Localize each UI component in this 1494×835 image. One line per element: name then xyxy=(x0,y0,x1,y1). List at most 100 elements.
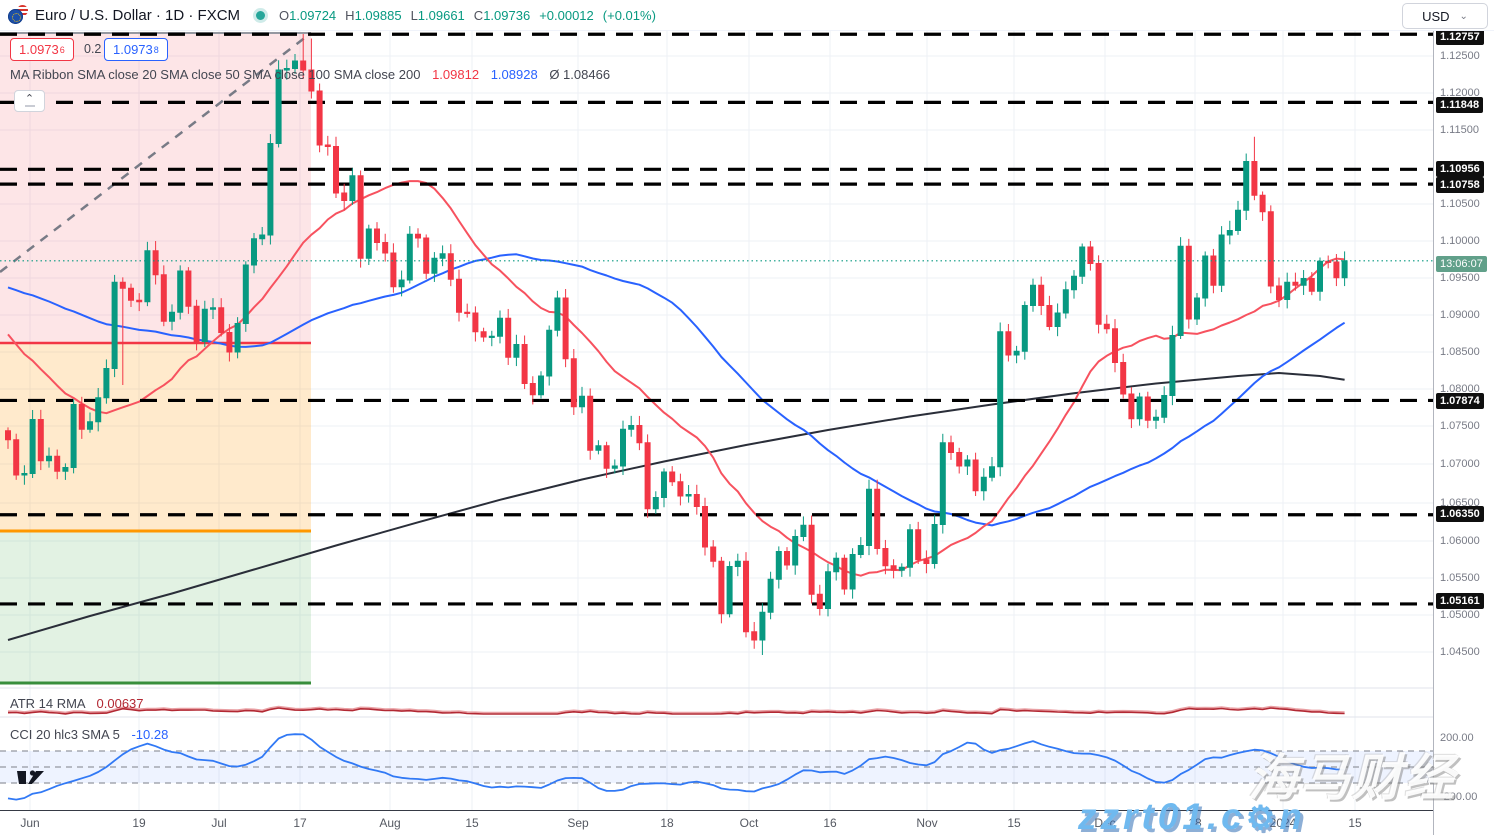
candle-body xyxy=(1013,350,1020,356)
candle-body xyxy=(472,312,479,333)
price-axis-label: 1.06000 xyxy=(1440,535,1480,547)
candle-body xyxy=(1161,395,1168,418)
symbol-title[interactable]: Euro / U.S. Dollar · 1D · FXCM xyxy=(35,6,241,24)
candle-body xyxy=(1120,362,1127,395)
candle-body xyxy=(866,488,872,546)
ma-ribbon-legend[interactable]: MA Ribbon SMA close 20 SMA close 50 SMA … xyxy=(10,67,610,82)
price-axis-label: 1.07500 xyxy=(1440,420,1480,432)
open-value: 1.09724 xyxy=(289,7,337,23)
candle-body xyxy=(382,242,389,254)
candle-body xyxy=(595,445,602,451)
candle-body xyxy=(1210,255,1217,286)
atr-label: ATR 14 RMA xyxy=(10,696,85,711)
cci-indicator-legend[interactable]: CCI 20 hlc3 SMA 5 -10.28 xyxy=(10,727,168,742)
candle-body xyxy=(538,375,544,396)
candle-body xyxy=(1243,161,1250,211)
candle-body xyxy=(1317,260,1323,292)
time-axis-label: Oct xyxy=(739,816,759,830)
candle-body xyxy=(956,452,963,467)
candle-body xyxy=(210,307,216,310)
candle-body xyxy=(505,317,512,358)
price-axis-label: 1.12000 xyxy=(1440,87,1480,99)
candle-body xyxy=(37,419,44,462)
candle-body xyxy=(365,228,372,259)
price-level-badge[interactable]: 1.05161 xyxy=(1436,593,1484,609)
us-flag-icon xyxy=(17,5,28,16)
ma-ribbon-label: MA Ribbon SMA close 20 SMA close 50 SMA … xyxy=(10,67,421,82)
candle-body xyxy=(160,274,167,322)
price-axis[interactable]: 1.12500 1.12000 1.11500 1.10500 1.10000 1.095… xyxy=(1433,0,1494,835)
sma20-value: 1.09812 xyxy=(432,67,480,82)
candle-body xyxy=(685,494,692,497)
candle-body xyxy=(1177,245,1184,336)
chart-header: Euro / U.S. Dollar · 1D · FXCM O1.09724 … xyxy=(0,0,1494,31)
change-percent: (+0.01%) xyxy=(602,7,656,23)
candle-body xyxy=(1021,305,1028,352)
candle-body xyxy=(570,358,577,408)
candles-layer xyxy=(5,34,1348,655)
candle-body xyxy=(677,481,684,497)
time-axis[interactable]: Jun 19 Jul 17 Aug 15 Sep 18 Oct 16 Nov 15 Dec 18 2024 1… xyxy=(0,810,1433,835)
candle-body xyxy=(1259,194,1266,213)
collapse-indicators-button[interactable]: ⌃ xyxy=(14,90,45,112)
candle-body xyxy=(907,529,913,568)
symbol-flag-icon[interactable] xyxy=(8,5,28,25)
candle-body xyxy=(333,146,339,194)
candle-body xyxy=(751,631,758,641)
pane-separators xyxy=(0,687,1433,718)
order-quantity[interactable]: 0.2 xyxy=(84,42,102,56)
price-axis-label: 1.10000 xyxy=(1440,235,1480,247)
candle-body xyxy=(1202,255,1209,299)
order-target-price-box[interactable]: 1.0973 8 xyxy=(104,38,168,61)
candle-body xyxy=(841,557,848,590)
candle-body xyxy=(775,551,782,580)
candle-body xyxy=(980,476,987,492)
candle-body xyxy=(308,69,315,92)
candle-body xyxy=(816,593,823,609)
candle-body xyxy=(898,566,905,571)
candle-body xyxy=(521,344,528,384)
candle-body xyxy=(62,467,69,472)
candle-body xyxy=(882,548,889,567)
atr-indicator-legend[interactable]: ATR 14 RMA 0.00637 xyxy=(10,696,144,711)
candle-body xyxy=(1300,278,1307,286)
price-level-badge[interactable]: 1.06350 xyxy=(1436,506,1484,522)
candle-body xyxy=(1071,275,1077,291)
price-level-badge[interactable]: 1.10956 xyxy=(1436,161,1484,177)
candle-body xyxy=(1038,284,1045,306)
price-level-badge[interactable]: 1.07874 xyxy=(1436,393,1484,409)
order-entry-price-box[interactable]: 1.0973 6 xyxy=(10,38,74,61)
chart-canvas[interactable] xyxy=(0,0,1433,835)
candle-body xyxy=(1030,284,1036,306)
candle-body xyxy=(669,471,676,483)
candle-body xyxy=(513,344,520,358)
price-axis-label: 1.08500 xyxy=(1440,346,1480,358)
time-axis-label: Jun xyxy=(20,816,40,830)
candle-body xyxy=(1185,245,1192,320)
price-level-badge[interactable]: 1.11848 xyxy=(1436,97,1484,113)
candle-body xyxy=(710,546,717,562)
candle-body xyxy=(488,335,495,338)
candle-body xyxy=(439,253,446,259)
price-axis-label: 1.11500 xyxy=(1440,124,1479,136)
time-axis-label: 19 xyxy=(132,816,146,830)
candle-body xyxy=(1226,230,1233,236)
market-status-dot-icon[interactable] xyxy=(256,10,266,20)
candle-body xyxy=(1251,161,1258,196)
candle-body xyxy=(792,536,799,566)
candle-body xyxy=(997,331,1004,468)
candle-body xyxy=(70,404,77,468)
currency-dropdown[interactable]: USD ⌄ xyxy=(1402,3,1488,29)
candle-body xyxy=(29,419,36,474)
candle-body xyxy=(1308,278,1315,292)
candle-body xyxy=(1128,393,1135,420)
price-level-badge[interactable]: 1.12757 xyxy=(1436,29,1484,45)
candle-body xyxy=(177,270,184,313)
candle-body xyxy=(931,524,938,564)
cci-value: -10.28 xyxy=(131,727,169,742)
candle-body xyxy=(1194,297,1200,320)
price-axis-label: 1.09500 xyxy=(1440,272,1480,284)
price-level-badge[interactable]: 1.10758 xyxy=(1436,177,1484,193)
watermark-url-left: zzrt01.c xyxy=(1078,796,1246,835)
candle-body xyxy=(193,305,200,342)
